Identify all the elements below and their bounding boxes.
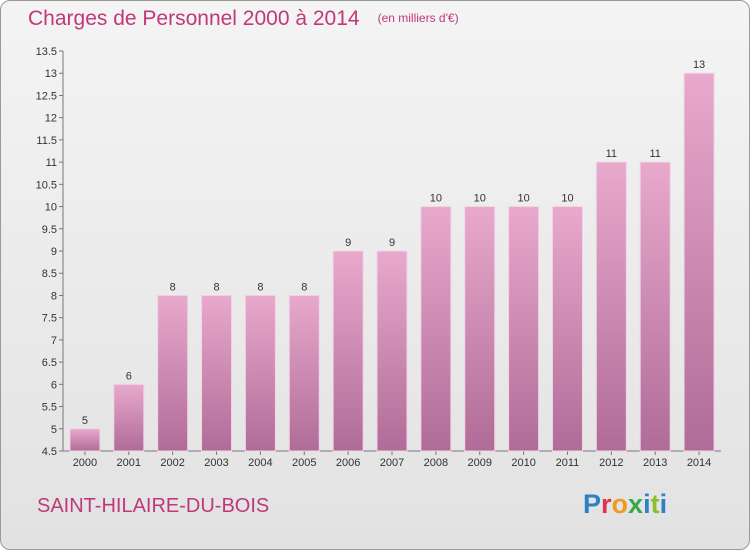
data-label: 10 — [430, 193, 442, 205]
y-tick-label: 6.5 — [42, 357, 57, 369]
x-tick-label: 2003 — [204, 457, 228, 469]
bar — [551, 206, 583, 452]
commune-name: SAINT-HILAIRE-DU-BOIS — [37, 495, 270, 517]
data-label: 9 — [389, 237, 395, 249]
bar — [464, 206, 496, 452]
y-tick-label: 10.5 — [36, 179, 57, 191]
x-tick-label: 2007 — [380, 457, 404, 469]
logo-letter: o — [611, 489, 629, 519]
chart-title-text: Charges de Personnel 2000 à 2014 — [28, 7, 360, 30]
data-label: 11 — [606, 148, 617, 160]
x-tick-label: 2005 — [292, 457, 316, 469]
x-tick-label: 2001 — [117, 457, 141, 469]
bar — [288, 294, 320, 452]
x-tick-label: 2011 — [556, 457, 580, 469]
bar — [113, 383, 145, 452]
data-label: 10 — [474, 193, 486, 205]
y-tick-label: 8.5 — [42, 268, 57, 280]
logo-letter: i — [659, 489, 668, 519]
logo-letter: x — [628, 489, 644, 519]
bar — [595, 161, 627, 452]
y-tick-label: 5 — [51, 424, 57, 436]
y-tick-label: 9 — [51, 246, 57, 258]
y-tick-label: 8 — [51, 290, 57, 302]
x-tick-label: 2004 — [248, 457, 272, 469]
bar — [420, 206, 452, 452]
x-tick-label: 2010 — [511, 457, 535, 469]
chart-subtitle: (en milliers d'€) — [377, 11, 459, 25]
y-tick-label: 13 — [45, 68, 57, 80]
labels: 2000 5 2001 6 2002 8 2003 8 2004 8 2005 8 2006 9 2007 9… — [73, 59, 712, 469]
y-tick-label: 11 — [46, 157, 57, 169]
x-tick-label: 2012 — [599, 457, 623, 469]
logo-letter: P — [583, 489, 602, 519]
data-label: 13 — [693, 59, 705, 71]
bars — [69, 72, 715, 452]
x-tick-label: 2006 — [336, 457, 360, 469]
logo-letter: t — [650, 489, 660, 519]
data-label: 10 — [517, 193, 529, 205]
data-label: 9 — [345, 237, 351, 249]
bar — [332, 250, 364, 452]
bar — [201, 294, 233, 452]
x-tick-label: 2014 — [687, 457, 711, 469]
logo-letter: i — [643, 489, 651, 519]
data-label: 5 — [82, 415, 88, 427]
y-tick-label: 7 — [51, 335, 57, 347]
y-tick-label: 12 — [45, 113, 57, 125]
bar — [683, 72, 715, 452]
chart-title: Charges de Personnel 2000 à 2014 (en mill… — [28, 7, 459, 31]
bar — [244, 294, 276, 452]
proxiti-logo: Proxiti — [583, 489, 667, 520]
data-label: 6 — [126, 370, 132, 382]
data-label: 8 — [170, 281, 176, 293]
y-tick-label: 9.5 — [42, 224, 57, 236]
y-tick-label: 5.5 — [42, 402, 57, 414]
data-label: 10 — [561, 193, 573, 205]
x-tick-label: 2008 — [424, 457, 448, 469]
data-label: 8 — [301, 281, 307, 293]
data-label: 8 — [257, 281, 263, 293]
y-tick-label: 6 — [51, 379, 57, 391]
y-tick-label: 13.5 — [36, 46, 57, 58]
y-tick-label: 4.5 — [42, 446, 57, 458]
x-tick-label: 2002 — [160, 457, 184, 469]
x-tick-label: 2000 — [73, 457, 97, 469]
bar — [376, 250, 408, 452]
bar — [639, 161, 671, 452]
data-label: 8 — [213, 281, 219, 293]
y-tick-label: 10 — [45, 202, 57, 214]
y-tick-label: 11.5 — [36, 135, 57, 147]
y-tick-label: 7.5 — [42, 313, 57, 325]
y-tick-label: 12.5 — [36, 90, 57, 102]
bar — [69, 428, 101, 452]
bar — [157, 294, 189, 452]
x-tick-label: 2009 — [467, 457, 491, 469]
logo-letter: r — [601, 489, 612, 519]
data-label: 11 — [649, 148, 660, 160]
bar — [508, 206, 540, 452]
x-tick-label: 2013 — [643, 457, 667, 469]
